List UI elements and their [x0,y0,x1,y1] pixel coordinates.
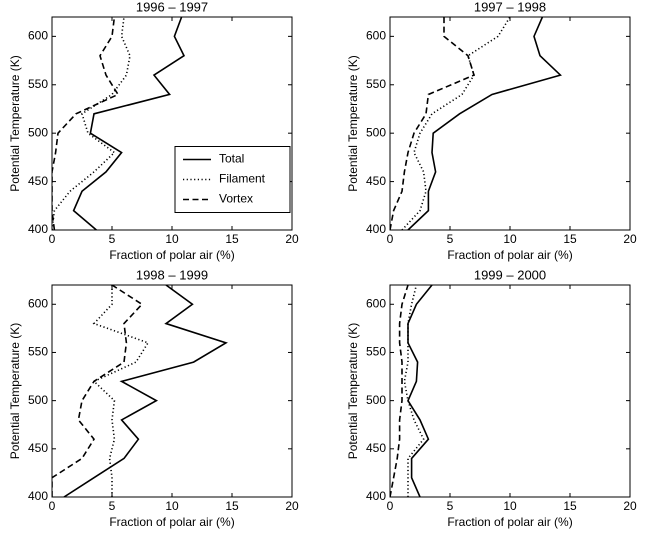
y-tick-label: 400 [366,222,386,236]
subplot: 1998 – 1999 Fraction of polar air (%) Pote… [8,267,299,529]
subplot-title: 1996 – 1997 [136,0,208,14]
y-tick-label: 550 [28,345,48,359]
y-axis-label: Potential Temperature (K) [346,55,360,192]
x-tick-label: 0 [49,499,56,513]
x-axis-label: Fraction of polar air (%) [447,515,572,529]
subplot: 1997 – 1998 Fraction of polar air (%) Pote… [346,0,637,262]
y-tick-label: 450 [28,174,48,188]
profile-line [72,17,186,230]
x-tick-label: 15 [225,232,239,246]
x-tick-label: 20 [285,232,299,246]
y-tick-label: 550 [28,77,48,91]
y-tick-label: 600 [366,29,386,43]
subplot-title: 1999 – 2000 [474,267,546,282]
profile-line [390,285,409,497]
subplot: 1999 – 2000 Fraction of polar air (%) Pote… [346,267,637,529]
x-tick-label: 15 [563,232,577,246]
y-tick-label: 600 [28,29,48,43]
profile-line [403,285,425,497]
x-tick-label: 15 [225,499,239,513]
y-tick-label: 550 [366,77,386,91]
y-tick-label: 600 [28,296,48,310]
y-tick-label: 500 [366,393,386,407]
x-tick-label: 0 [387,232,394,246]
x-tick-label: 0 [387,499,394,513]
x-tick-label: 5 [447,232,454,246]
subplot-title: 1998 – 1999 [136,267,208,282]
subplot-title: 1997 – 1998 [474,0,546,14]
y-tick-label: 450 [366,441,386,455]
y-tick-label: 450 [366,174,386,188]
y-tick-label: 400 [28,222,48,236]
x-tick-label: 10 [165,499,179,513]
x-tick-label: 10 [503,499,517,513]
plot-frame [389,284,631,498]
x-tick-label: 0 [49,232,56,246]
x-tick-label: 5 [447,499,454,513]
profile-line [52,17,131,230]
y-axis-label: Potential Temperature (K) [8,323,22,460]
y-tick-label: 400 [366,489,386,503]
profile-line [390,17,475,230]
x-tick-label: 5 [109,499,116,513]
y-axis-label: Potential Temperature (K) [346,323,360,460]
x-tick-label: 20 [623,232,637,246]
x-axis-label: Fraction of polar air (%) [109,248,234,262]
legend-label: Filament [219,172,266,186]
x-tick-label: 15 [563,499,577,513]
x-tick-label: 5 [109,232,116,246]
y-tick-label: 500 [28,393,48,407]
x-axis-label: Fraction of polar air (%) [109,515,234,529]
profile-line [407,17,562,230]
x-tick-label: 20 [623,499,637,513]
x-tick-label: 20 [285,499,299,513]
y-tick-label: 450 [28,441,48,455]
y-tick-label: 550 [366,345,386,359]
profile-line [407,285,433,497]
subplot: 1996 – 1997 Fraction of polar air (%) Pote… [8,0,299,262]
profile-line [52,285,144,497]
legend-label: Vortex [219,192,253,206]
legend-label: Total [219,152,244,166]
x-tick-label: 10 [503,232,517,246]
y-tick-label: 500 [28,125,48,139]
profile-line [92,285,150,497]
profile-line [52,17,120,230]
y-tick-label: 500 [366,125,386,139]
x-tick-label: 10 [165,232,179,246]
profile-line [63,285,228,497]
y-axis-label: Potential Temperature (K) [8,55,22,192]
x-axis-label: Fraction of polar air (%) [447,248,572,262]
y-tick-label: 600 [366,296,386,310]
profile-line [401,17,511,230]
y-tick-label: 400 [28,489,48,503]
